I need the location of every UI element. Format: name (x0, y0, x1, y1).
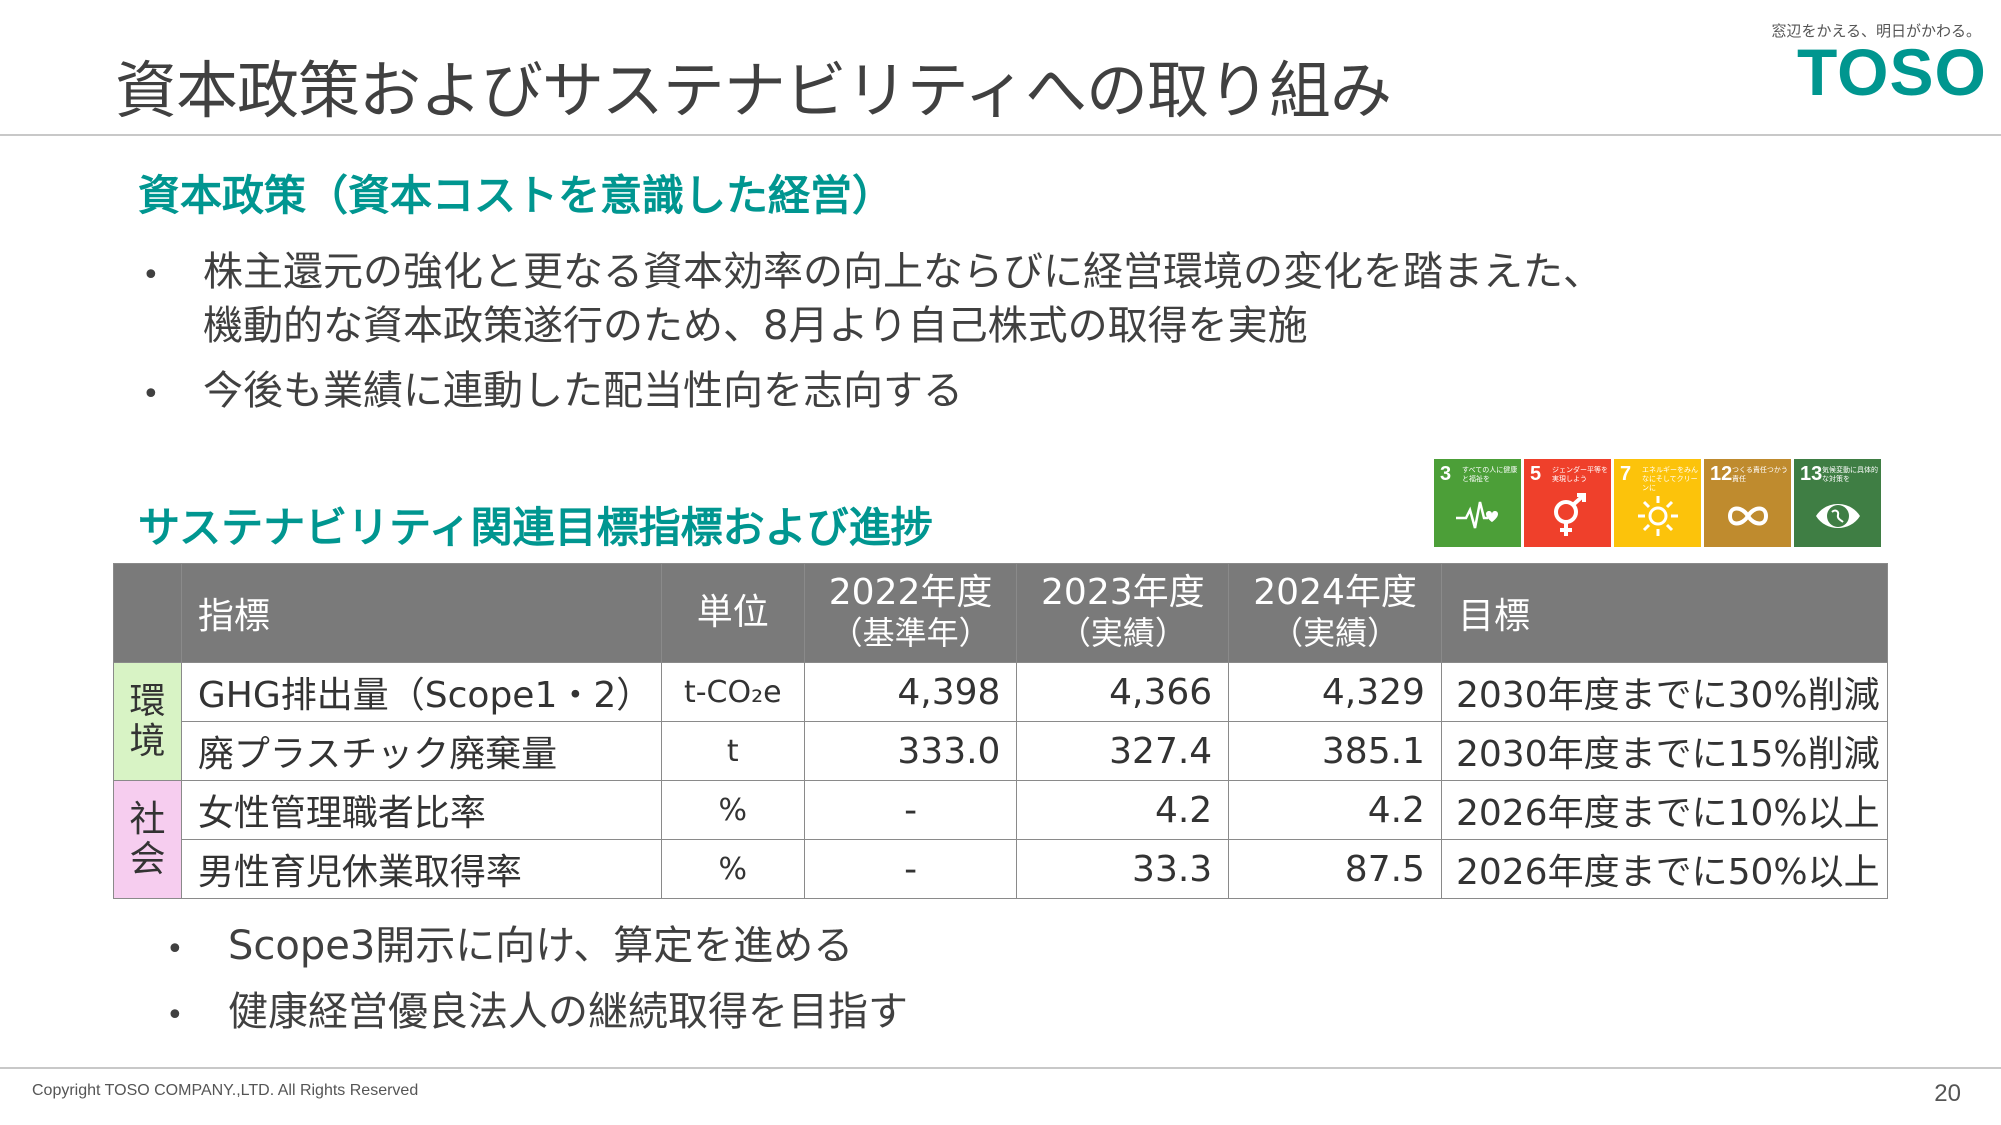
indicator-cell: GHG排出量（Scope1・2） (180, 662, 662, 722)
sustainability-indicators-table: 指標 単位 2022年度 （基準年） 2023年度 （実績） 2024年度 （実… (113, 563, 1889, 899)
sustainability-heading: サステナビリティ関連目標指標および進捗 (138, 503, 933, 552)
year-2023-label: 2023年度 (1041, 572, 1205, 613)
sustainability-bullet-2: 健康経営優良法人の継続取得を目指す (228, 989, 908, 1035)
unit-cell: % (660, 839, 805, 899)
year-2023-sublabel: （実績） (1058, 614, 1187, 652)
goal-cell: 2026年度までに50%以上 (1440, 839, 1889, 899)
toso-logo: TOSO (1797, 35, 1987, 109)
year-2024-header: 2024年度 （実績） (1228, 563, 1442, 663)
unit-cell: t-CO₂e (660, 662, 805, 722)
capital-bullet-1-line-1: 株主還元の強化と更なる資本効率の向上ならびに経営環境の変化を踏まえた、 (203, 249, 1603, 295)
page-number: 20 (1934, 1080, 1961, 1107)
goal-header: 目標 (1440, 563, 1889, 663)
bullet-icon: • (142, 377, 160, 412)
year-2024-label: 2024年度 (1253, 572, 1417, 613)
capital-bullet-2: 今後も業績に連動した配当性向を志向する (203, 368, 963, 414)
year-2023-header: 2023年度 （実績） (1016, 563, 1230, 663)
category-social: 社 会 (113, 780, 182, 899)
sdg-12-tile: 12 つくる責任つかう責任 (1704, 459, 1791, 547)
value-2022-cell: - (803, 839, 1018, 899)
earth-eye-icon (1816, 504, 1860, 528)
year-2022-header: 2022年度 （基準年） (803, 563, 1018, 663)
bullet-icon: • (142, 258, 160, 293)
copyright-text: Copyright TOSO COMPANY.,LTD. All Rights … (32, 1082, 419, 1099)
year-2024-sublabel: （実績） (1271, 614, 1400, 652)
sustainability-bullet-1: Scope3開示に向け、算定を進める (228, 923, 854, 969)
heartbeat-icon (1456, 501, 1498, 529)
category-header (113, 563, 182, 663)
sdg-caption: エネルギーをみんなにそしてクリーンに (1642, 466, 1698, 492)
category-environment: 環 境 (113, 662, 182, 781)
capital-bullet-1-line-2: 機動的な資本政策遂行のため、8月より自己株式の取得を実施 (203, 303, 1308, 349)
infinity-icon (1727, 506, 1769, 526)
table-header-row: 指標 単位 2022年度 （基準年） 2023年度 （実績） 2024年度 （実… (113, 563, 1889, 663)
brand-tagline: 窓辺をかえる、明日がかわる。 (1771, 22, 1981, 40)
goal-cell: 2030年度までに30%削減 (1440, 662, 1889, 722)
year-2022-sublabel: （基準年） (830, 614, 991, 652)
indicator-cell: 女性管理職者比率 (180, 780, 662, 840)
sdg-number: 7 (1620, 463, 1632, 485)
sdg-7-tile: 7 エネルギーをみんなにそしてクリーンに (1614, 459, 1701, 547)
sdg-5-tile: 5 ジェンダー平等を実現しよう (1524, 459, 1611, 547)
table-row: 廃プラスチック廃棄量 t 333.0 327.4 385.1 2030年度までに… (114, 721, 1889, 781)
title-divider (0, 134, 2001, 136)
value-2023-cell: 327.4 (1016, 721, 1230, 781)
category-env-char-1: 環 (129, 680, 166, 722)
value-2023-cell: 4.2 (1016, 780, 1230, 840)
category-soc-char-2: 会 (129, 838, 166, 880)
table-row: 環 境 GHG排出量（Scope1・2） t-CO₂e 4,398 4,366 … (113, 662, 1889, 781)
sdg-3-tile: 3 すべての人に健康と福祉を (1434, 459, 1521, 547)
value-2024-cell: 4.2 (1228, 780, 1442, 840)
bullet-icon: • (166, 932, 184, 967)
sun-energy-icon (1638, 496, 1678, 536)
page-title: 資本政策およびサステナビリティへの取り組み (115, 54, 1392, 127)
year-2022-label: 2022年度 (828, 572, 993, 613)
value-2023-cell: 4,366 (1016, 662, 1230, 722)
value-2024-cell: 385.1 (1228, 721, 1442, 781)
sdg-number: 13 (1800, 463, 1823, 485)
bullet-icon: • (166, 998, 184, 1033)
capital-policy-heading: 資本政策（資本コストを意識した経営） (138, 171, 895, 220)
category-env-char-2: 境 (129, 720, 166, 762)
unit-cell: t (660, 721, 805, 781)
sdg-number: 3 (1440, 463, 1452, 485)
value-2024-cell: 4,329 (1228, 662, 1442, 722)
value-2022-cell: 333.0 (803, 721, 1018, 781)
sdg-caption: すべての人に健康と福祉を (1462, 466, 1518, 483)
value-2022-cell: 4,398 (803, 662, 1018, 722)
sdg-number: 5 (1530, 463, 1542, 485)
category-soc-char-1: 社 (129, 798, 166, 840)
unit-header: 単位 (660, 563, 805, 663)
goal-cell: 2030年度までに15%削減 (1440, 721, 1889, 781)
value-2024-cell: 87.5 (1228, 839, 1442, 899)
sdg-caption: 気候変動に具体的な対策を (1822, 466, 1878, 483)
sdg-caption: ジェンダー平等を実現しよう (1552, 466, 1608, 483)
gender-equality-icon (1554, 493, 1586, 536)
indicator-header: 指標 (180, 563, 662, 663)
value-2023-cell: 33.3 (1016, 839, 1230, 899)
sdg-caption: つくる責任つかう責任 (1732, 466, 1788, 483)
unit-cell: % (660, 780, 805, 840)
table-row: 男性育児休業取得率 % - 33.3 87.5 2026年度までに50%以上 (114, 839, 1889, 899)
table-row: 社 会 女性管理職者比率 % - 4.2 4.2 2026年度までに10%以上 (113, 780, 1889, 899)
sdg-13-tile: 13 気候変動に具体的な対策を (1794, 459, 1881, 547)
sdg-number: 12 (1710, 463, 1733, 485)
indicator-cell: 廃プラスチック廃棄量 (180, 721, 662, 781)
footer-divider (0, 1067, 2001, 1069)
indicator-cell: 男性育児休業取得率 (180, 839, 662, 899)
value-2022-cell: - (803, 780, 1018, 840)
sdg-icon-strip: 3 すべての人に健康と福祉を 5 ジェンダー平等を実現しよう 7 エネルギーをみ… (1434, 459, 1881, 547)
goal-cell: 2026年度までに10%以上 (1440, 780, 1889, 840)
